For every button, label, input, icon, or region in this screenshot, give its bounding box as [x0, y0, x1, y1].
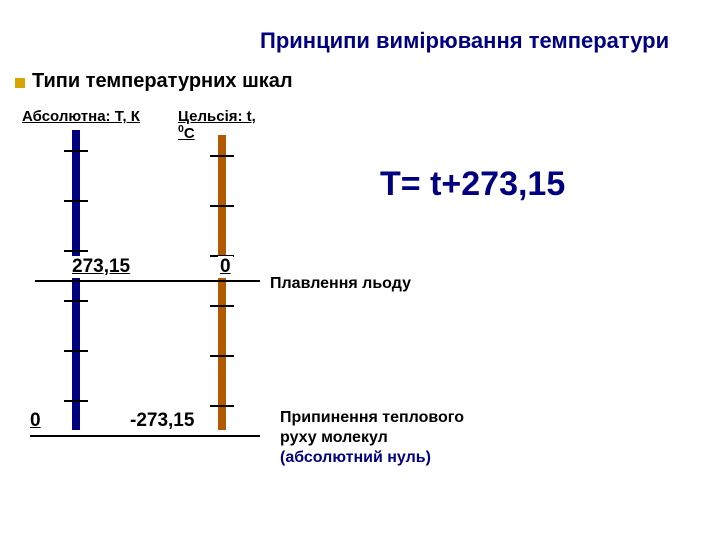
kelvin-melting-value: 273,15: [70, 256, 132, 278]
scale-label-absolute: Абсолютна: Т, К: [22, 108, 140, 125]
bullet-icon: [15, 78, 25, 88]
celsius-tick: [210, 405, 234, 407]
melting-line: [35, 280, 260, 282]
scale-label-celsius-prefix: Цельсія: t,: [178, 108, 256, 125]
kelvin-tick: [64, 250, 88, 252]
scale-label-celsius: Цельсія: t, 0С: [178, 108, 256, 142]
slide-subtitle: Типи температурних шкал: [32, 70, 293, 93]
kelvin-tick: [64, 150, 88, 152]
annotation-abszero-line1: Припинення теплового: [280, 408, 464, 428]
annotation-abszero-emph: (абсолютний нуль): [280, 448, 464, 468]
kelvin-tick: [64, 200, 88, 202]
kelvin-tick: [64, 400, 88, 402]
abszero-line: [30, 435, 260, 437]
annotation-abszero: Припинення теплового руху молекул (абсол…: [280, 408, 464, 468]
annotation-melting: Плавлення льоду: [270, 275, 411, 293]
kelvin-zero-value: 0: [30, 410, 41, 432]
slide-title: Принципи вимірювання температури: [260, 28, 669, 54]
celsius-tick: [210, 155, 234, 157]
scale-label-celsius-letter: С: [184, 125, 195, 142]
celsius-tick: [210, 355, 234, 357]
celsius-bar: [218, 135, 226, 430]
kelvin-tick: [64, 350, 88, 352]
kelvin-tick: [64, 300, 88, 302]
celsius-zero-value: -273,15: [130, 410, 194, 432]
conversion-formula: T= t+273,15: [380, 165, 565, 204]
celsius-tick: [210, 205, 234, 207]
celsius-tick: [210, 305, 234, 307]
celsius-melting-value: 0: [218, 256, 233, 278]
annotation-abszero-line2: руху молекул: [280, 428, 464, 448]
slide-canvas: Принципи вимірювання температури Типи те…: [0, 0, 720, 540]
